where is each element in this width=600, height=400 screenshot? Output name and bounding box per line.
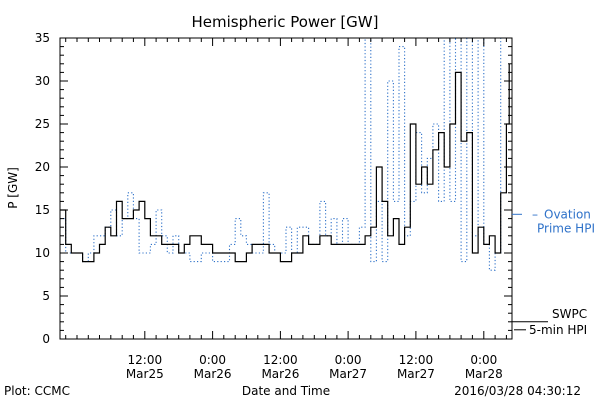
ovation-series xyxy=(60,37,502,271)
x-tick-date-label: Mar26 xyxy=(194,367,232,381)
swpc-legend-name-line2: 5-min HPI xyxy=(529,323,587,337)
swpc-series-line xyxy=(60,63,510,263)
y-axis-ticks: 0 5 10 15 20 25 30 35 xyxy=(35,31,512,346)
ovation-legend-dash: – xyxy=(532,207,538,221)
swpc-legend-name: SWPC xyxy=(552,307,587,321)
y-tick-label: 15 xyxy=(35,203,50,217)
y-tick-label: 10 xyxy=(35,246,50,260)
x-tick-date-label: Mar26 xyxy=(261,367,299,381)
swpc-series xyxy=(60,63,510,263)
ovation-legend-name: Ovation xyxy=(544,207,591,221)
chart-title: Hemispheric Power [GW] xyxy=(192,13,379,31)
y-tick-label: 0 xyxy=(42,332,50,346)
legend: – Ovation Prime HPI SWPC 5-min HPI xyxy=(512,207,595,337)
x-axis-label: Date and Time xyxy=(242,384,330,398)
x-tick-date-label: Mar27 xyxy=(329,367,367,381)
plot-frame xyxy=(59,37,513,340)
ovation-legend-name-line2: Prime HPI xyxy=(537,221,595,235)
ovation-series-line xyxy=(60,37,502,271)
x-tick-date-label: Mar27 xyxy=(397,367,435,381)
x-tick-date-label: Mar25 xyxy=(126,367,164,381)
y-tick-label: 35 xyxy=(35,31,50,45)
y-tick-label: 30 xyxy=(35,74,50,88)
x-tick-time-label: 12:00 xyxy=(399,353,434,367)
plot-credit: Plot: CCMC xyxy=(4,384,70,398)
x-tick-time-label: 12:00 xyxy=(263,353,298,367)
plot-timestamp: 2016/03/28 04:30:12 xyxy=(454,384,581,398)
x-tick-time-label: 12:00 xyxy=(128,353,163,367)
x-tick-time-label: 0:00 xyxy=(335,353,362,367)
x-tick-time-label: 0:00 xyxy=(199,353,226,367)
y-axis-label: P [GW] xyxy=(6,167,20,209)
x-tick-date-label: Mar28 xyxy=(465,367,503,381)
y-tick-label: 25 xyxy=(35,117,50,131)
y-tick-label: 5 xyxy=(42,289,50,303)
x-axis-ticks: 12:00Mar250:00Mar2612:00Mar260:00Mar2712… xyxy=(65,38,507,381)
y-tick-label: 20 xyxy=(35,160,50,174)
x-tick-time-label: 0:00 xyxy=(470,353,497,367)
